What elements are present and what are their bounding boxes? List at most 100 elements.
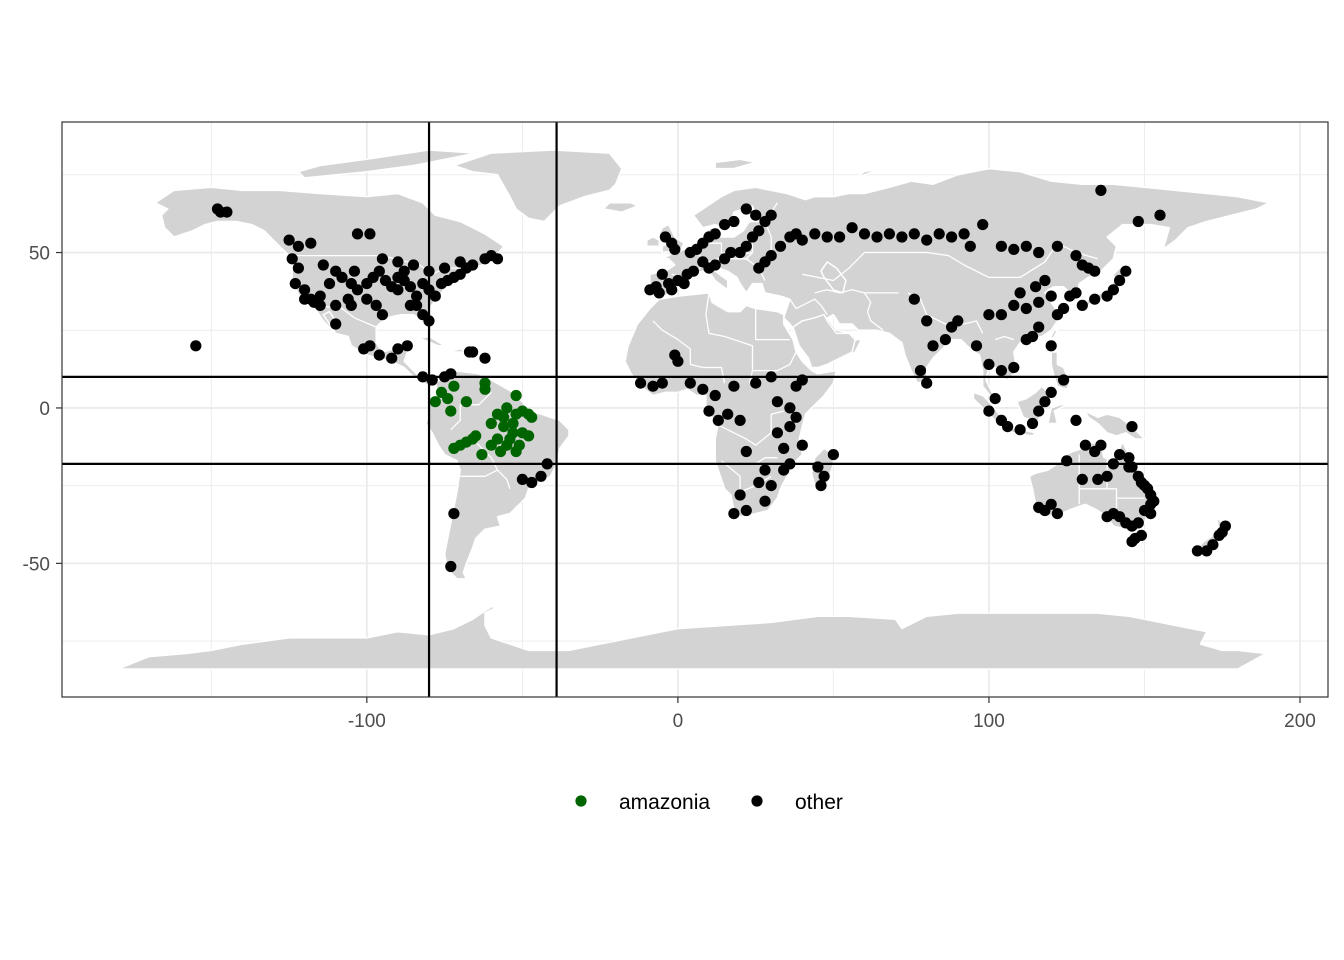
sulawesi-landmass xyxy=(1047,404,1068,425)
other-point xyxy=(1207,539,1219,551)
other-point xyxy=(286,253,298,265)
other-point xyxy=(1114,449,1126,461)
other-point xyxy=(1045,290,1057,302)
other-point xyxy=(995,240,1008,252)
other-point xyxy=(914,365,927,377)
other-point xyxy=(305,237,317,249)
other-point xyxy=(1145,498,1157,510)
africa-landmass xyxy=(624,292,838,518)
other-point xyxy=(314,299,326,311)
x-tick-label: 0 xyxy=(673,711,684,732)
other-point xyxy=(653,287,665,299)
other-point xyxy=(809,228,821,240)
amazonia-point xyxy=(445,405,457,417)
other-point xyxy=(345,299,357,311)
other-point xyxy=(709,389,721,402)
amazonia-point xyxy=(513,439,525,451)
other-point xyxy=(1020,302,1032,315)
other-point xyxy=(1020,240,1032,252)
other-point xyxy=(958,228,970,240)
other-point xyxy=(983,309,995,321)
country-border xyxy=(313,304,377,328)
world-map-land xyxy=(117,149,1270,670)
other-point xyxy=(336,271,348,283)
other-point xyxy=(1191,545,1203,557)
other-point xyxy=(1089,293,1101,305)
other-point xyxy=(467,259,479,271)
other-point xyxy=(871,231,883,243)
other-point xyxy=(351,228,364,240)
amazonia-point xyxy=(510,408,522,420)
amazonia-point xyxy=(442,393,454,405)
other-point xyxy=(1039,396,1051,408)
other-point xyxy=(491,253,504,265)
other-point xyxy=(373,265,385,277)
other-point xyxy=(728,507,740,520)
other-point xyxy=(712,414,724,426)
other-point xyxy=(1154,209,1166,221)
other-point xyxy=(952,315,964,327)
other-point xyxy=(858,228,871,240)
other-point xyxy=(330,299,342,311)
taiwan-landmass xyxy=(1050,329,1059,341)
other-point xyxy=(454,256,466,268)
other-point xyxy=(1070,250,1082,262)
new-guinea-landmass xyxy=(1084,410,1146,440)
other-point xyxy=(323,278,336,290)
novaya-zemlya-landmass xyxy=(838,167,881,189)
other-point xyxy=(753,476,765,489)
other-point xyxy=(765,209,777,221)
country-border xyxy=(789,298,828,316)
other-point xyxy=(351,284,364,296)
other-point xyxy=(1045,498,1057,510)
legend: amazonia other xyxy=(575,791,843,814)
other-point xyxy=(790,380,802,392)
other-point xyxy=(1058,302,1070,315)
other-point xyxy=(376,309,388,321)
amazonia-point xyxy=(485,439,497,451)
other-point xyxy=(722,408,734,420)
y-tick-label: -50 xyxy=(23,554,50,575)
other-point xyxy=(370,299,382,311)
amazonia-point xyxy=(523,408,535,420)
other-point xyxy=(740,203,752,215)
other-point xyxy=(750,377,762,389)
other-point xyxy=(964,240,976,252)
hispaniola-landmass xyxy=(446,348,468,353)
other-point xyxy=(796,234,808,246)
other-point xyxy=(467,346,479,358)
other-point xyxy=(1014,287,1026,299)
other-point xyxy=(429,290,441,302)
other-point xyxy=(1051,507,1063,520)
other-point xyxy=(1008,243,1020,255)
other-point xyxy=(1008,299,1020,311)
other-point xyxy=(790,411,802,423)
other-point xyxy=(970,340,983,352)
other-point xyxy=(815,480,827,492)
amazonia-point xyxy=(479,383,491,395)
other-point xyxy=(392,256,404,268)
other-point xyxy=(684,377,696,389)
other-point xyxy=(728,380,740,392)
other-point xyxy=(448,507,460,520)
other-point xyxy=(759,464,771,476)
other-point xyxy=(1092,473,1104,485)
arctic-islands xyxy=(297,149,477,179)
other-point xyxy=(734,489,746,501)
other-point xyxy=(656,377,668,389)
other-point xyxy=(1132,215,1144,228)
ireland-landmass xyxy=(646,236,660,248)
other-point xyxy=(1033,246,1045,259)
amazonia-point xyxy=(460,436,472,448)
other-point xyxy=(1070,287,1082,299)
other-point xyxy=(1026,417,1039,430)
other-point xyxy=(401,340,413,352)
amazonia-point xyxy=(498,411,510,423)
other-point xyxy=(644,284,656,296)
other-point xyxy=(1002,421,1014,433)
country-border xyxy=(802,251,949,282)
y-tick-label: 50 xyxy=(29,244,50,265)
arabia-detail xyxy=(792,313,856,369)
other-point xyxy=(740,240,752,252)
other-point xyxy=(445,560,457,573)
